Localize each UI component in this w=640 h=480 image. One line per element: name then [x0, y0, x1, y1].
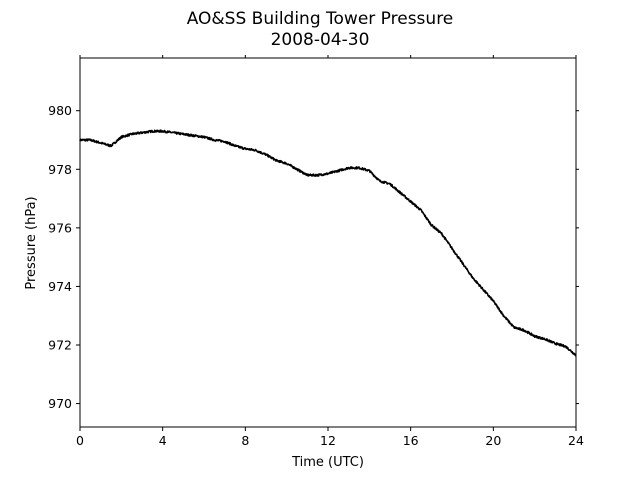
y-tick-label: 980	[48, 103, 72, 118]
chart-title: AO&SS Building Tower Pressure	[187, 9, 454, 29]
plot-area	[79, 129, 577, 357]
x-axis: 0 4 8 12 16 20 24	[76, 55, 584, 448]
y-axis: 970 972 974 976 978 980	[48, 103, 579, 411]
y-axis-label: Pressure (hPa)	[24, 196, 39, 289]
x-tick-label: 4	[159, 433, 167, 448]
x-tick-label: 8	[241, 433, 249, 448]
y-tick-label: 976	[48, 220, 72, 235]
x-tick-label: 16	[403, 433, 419, 448]
pressure-series-line	[79, 129, 577, 357]
chart-subtitle: 2008-04-30	[271, 30, 370, 50]
x-tick-label: 0	[76, 433, 84, 448]
x-tick-label: 12	[320, 433, 336, 448]
x-tick-label: 24	[568, 433, 584, 448]
x-tick-label: 20	[485, 433, 501, 448]
y-tick-label: 972	[48, 338, 72, 353]
y-tick-label: 978	[48, 162, 72, 177]
y-tick-label: 974	[48, 279, 72, 294]
x-axis-label: Time (UTC)	[291, 455, 364, 470]
plot-frame	[79, 57, 577, 428]
y-tick-label: 970	[48, 396, 72, 411]
